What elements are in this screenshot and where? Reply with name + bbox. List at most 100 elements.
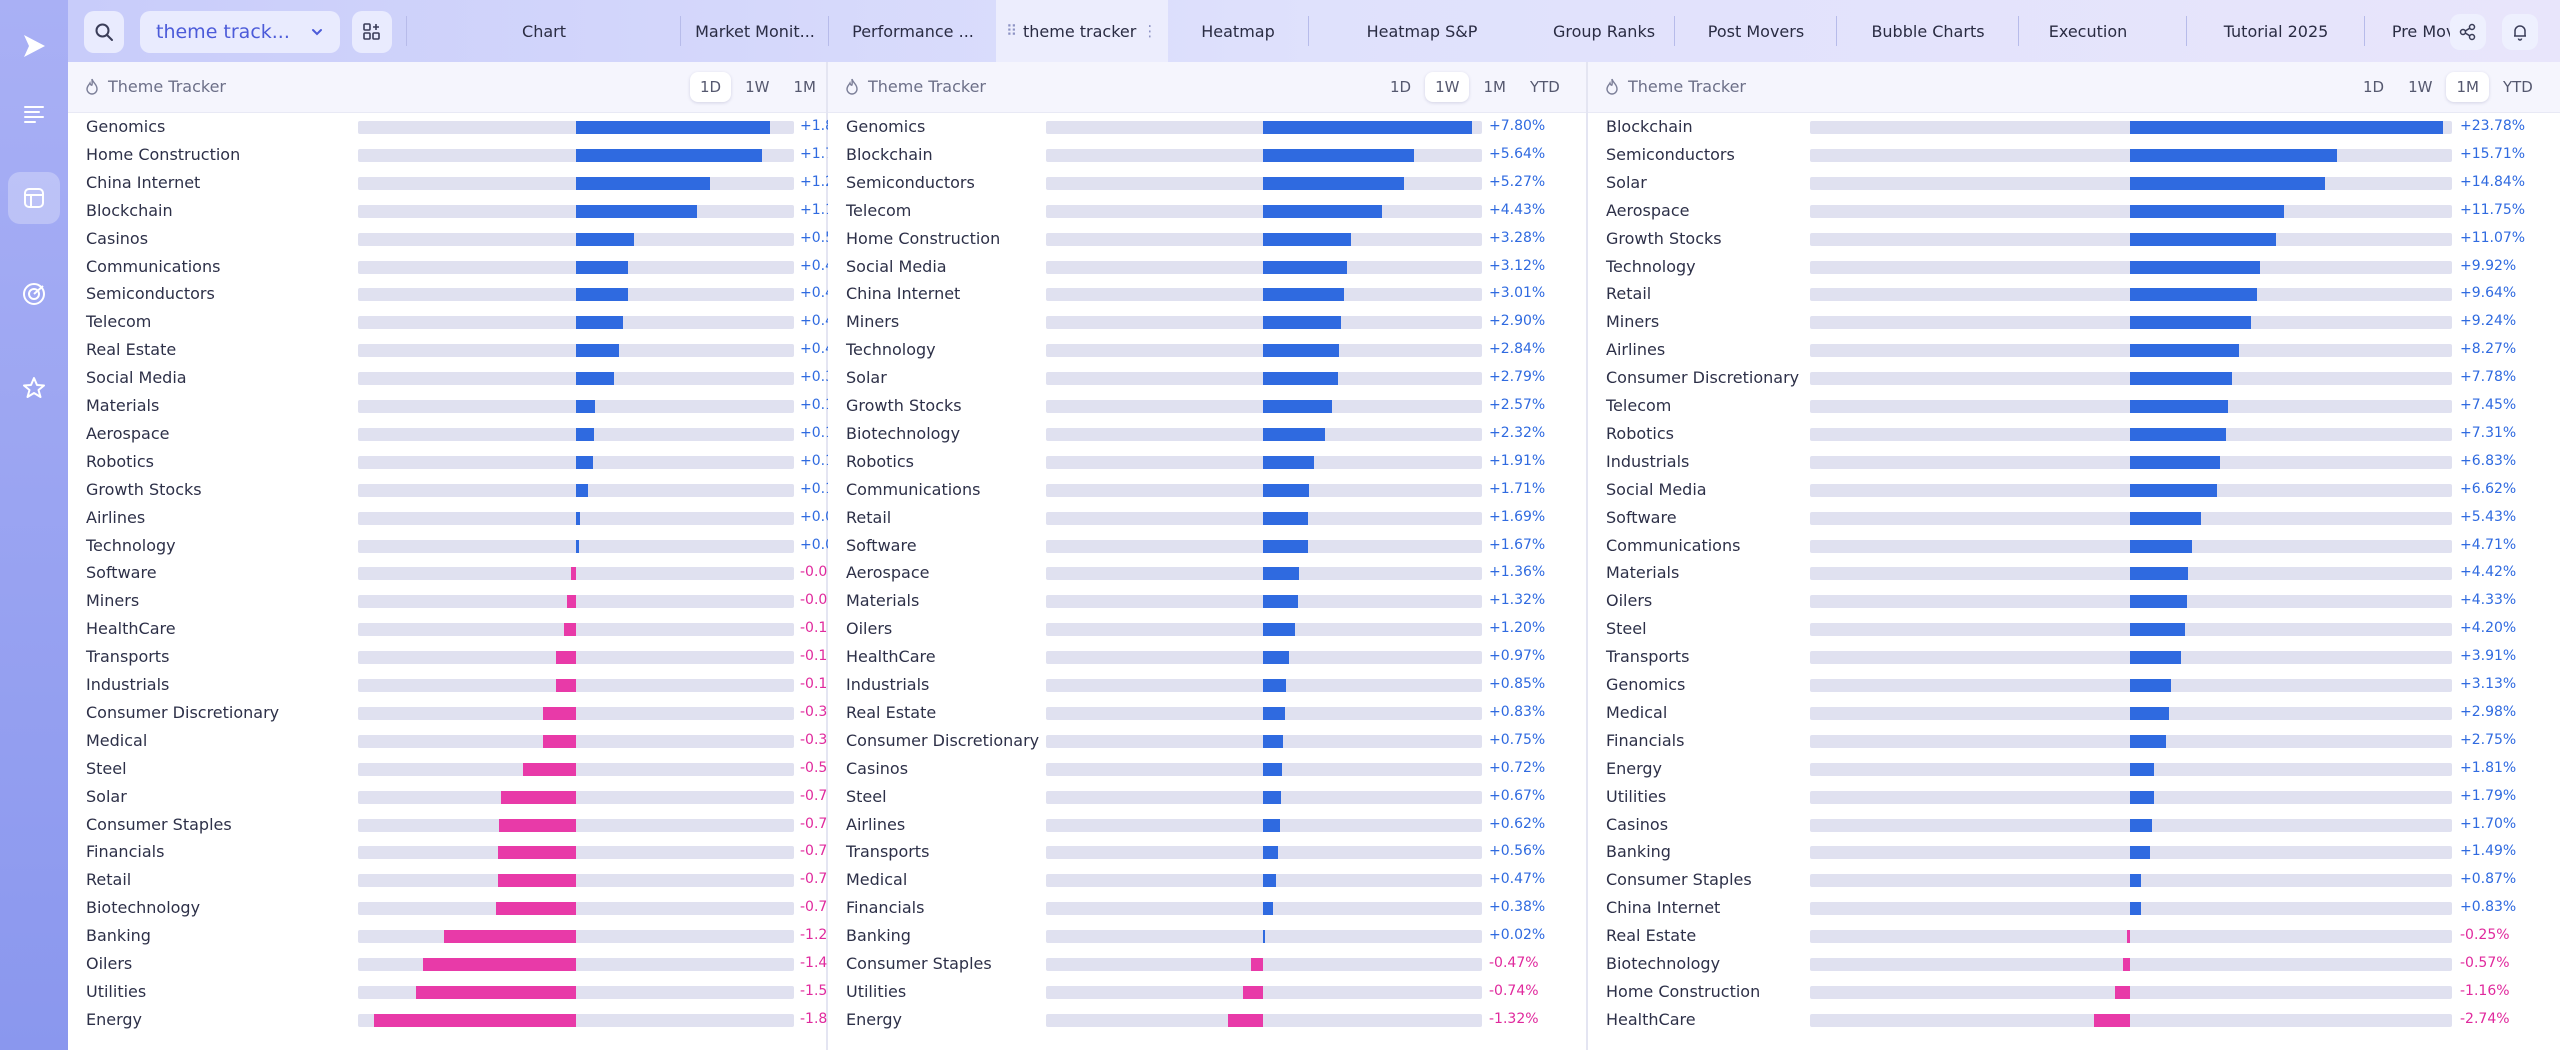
theme-row[interactable]: Semiconductors +15.71% <box>1588 141 2560 169</box>
period-1m[interactable]: 1M <box>793 78 816 96</box>
notifications-button[interactable] <box>2502 14 2538 50</box>
theme-row[interactable]: Oilers -1.43% <box>68 950 850 978</box>
theme-row[interactable]: Consumer Discretionary +0.75% <box>828 727 1586 755</box>
theme-row[interactable]: Telecom+0.44% <box>68 308 856 336</box>
theme-row[interactable]: Social Media +6.62% <box>1588 476 2560 504</box>
theme-row[interactable]: HealthCare -0.11% <box>68 615 850 643</box>
theme-row[interactable]: Genomics +7.80% <box>828 113 1586 141</box>
period-ytd[interactable]: YTD <box>1529 78 1560 96</box>
menu-icon[interactable] <box>8 88 60 140</box>
more-icon[interactable]: ⋮ <box>1142 22 1158 40</box>
theme-row[interactable]: Utilities +1.79% <box>1588 783 2560 811</box>
theme-row[interactable]: Communications +1.71% <box>828 476 1586 504</box>
theme-row[interactable]: Industrials +6.83% <box>1588 448 2560 476</box>
theme-row[interactable]: Growth Stocks +2.57% <box>828 392 1586 420</box>
theme-row[interactable]: Airlines+0.04% <box>68 504 856 532</box>
theme-row[interactable]: Robotics+0.16% <box>68 448 856 476</box>
theme-row[interactable]: Technology+0.03% <box>68 532 856 560</box>
theme-row[interactable]: Retail +9.64% <box>1588 280 2560 308</box>
tab-execution[interactable]: Execution <box>2020 0 2156 62</box>
theme-row[interactable]: Energy +1.81% <box>1588 755 2560 783</box>
theme-row[interactable]: Transports +0.56% <box>828 838 1586 866</box>
theme-row[interactable]: Software -0.05% <box>68 559 850 587</box>
theme-row[interactable]: Medical -0.31% <box>68 727 850 755</box>
theme-row[interactable]: Medical +2.98% <box>1588 699 2560 727</box>
theme-row[interactable]: Miners +2.90% <box>828 308 1586 336</box>
theme-row[interactable]: Software +1.67% <box>828 532 1586 560</box>
tab-market-monitor[interactable]: Market Monit... <box>682 0 828 62</box>
theme-row[interactable]: Solar -0.70% <box>68 783 850 811</box>
theme-row[interactable]: Financials +0.38% <box>828 894 1586 922</box>
theme-row[interactable]: Miners -0.08% <box>68 587 850 615</box>
theme-row[interactable]: Social Media +3.12% <box>828 253 1586 281</box>
theme-row[interactable]: Genomics+1.82% <box>68 113 856 141</box>
theme-row[interactable]: Home Construction+1.74% <box>68 141 856 169</box>
period-1w[interactable]: 1W <box>1425 72 1470 102</box>
tab-bubble-charts[interactable]: Bubble Charts <box>1838 0 2018 62</box>
tab-tutorial-2025[interactable]: Tutorial 2025 <box>2188 0 2364 62</box>
period-1d[interactable]: 1D <box>1390 78 1412 96</box>
theme-row[interactable]: Blockchain +5.64% <box>828 141 1586 169</box>
theme-row[interactable]: Home Construction +3.28% <box>828 225 1586 253</box>
theme-row[interactable]: Biotechnology +2.32% <box>828 420 1586 448</box>
theme-row[interactable]: Retail -0.73% <box>68 866 850 894</box>
period-1m[interactable]: 1M <box>1483 78 1506 96</box>
theme-row[interactable]: Telecom +4.43% <box>828 197 1586 225</box>
search-button[interactable] <box>84 11 124 53</box>
layout-add-button[interactable] <box>352 11 392 53</box>
period-1w[interactable]: 1W <box>745 78 770 96</box>
theme-row[interactable]: Software +5.43% <box>1588 504 2560 532</box>
theme-row[interactable]: Industrials +0.85% <box>828 671 1586 699</box>
theme-row[interactable]: Banking -1.24% <box>68 922 850 950</box>
tab-chart[interactable]: Chart <box>408 0 680 62</box>
tab-heatmap-sp[interactable]: Heatmap S&P <box>1310 0 1534 62</box>
theme-row[interactable]: Banking +1.49% <box>1588 838 2560 866</box>
theme-row[interactable]: Oilers +4.33% <box>1588 587 2560 615</box>
theme-row[interactable]: Semiconductors +5.27% <box>828 169 1586 197</box>
theme-row[interactable]: Aerospace +1.36% <box>828 559 1586 587</box>
theme-row[interactable]: Steel -0.50% <box>68 755 850 783</box>
theme-row[interactable]: Real Estate -0.25% <box>1588 922 2560 950</box>
theme-row[interactable]: Banking +0.02% <box>828 922 1586 950</box>
theme-row[interactable]: Airlines +8.27% <box>1588 336 2560 364</box>
theme-row[interactable]: Real Estate+0.40% <box>68 336 856 364</box>
theme-row[interactable]: Energy -1.32% <box>828 1006 1586 1034</box>
theme-row[interactable]: Oilers +1.20% <box>828 615 1586 643</box>
theme-row[interactable]: Biotechnology -0.75% <box>68 894 850 922</box>
period-1w[interactable]: 1W <box>2408 78 2433 96</box>
theme-row[interactable]: Consumer Discretionary -0.31% <box>68 699 850 727</box>
theme-row[interactable]: Growth Stocks+0.11% <box>68 476 856 504</box>
theme-row[interactable]: Telecom +7.45% <box>1588 392 2560 420</box>
theme-row[interactable]: Technology +9.92% <box>1588 253 2560 281</box>
theme-row[interactable]: Utilities -1.50% <box>68 978 850 1006</box>
theme-row[interactable]: Industrials -0.19% <box>68 671 850 699</box>
theme-row[interactable]: Steel +0.67% <box>828 783 1586 811</box>
theme-row[interactable]: Casinos +0.72% <box>828 755 1586 783</box>
theme-row[interactable]: Consumer Staples +0.87% <box>1588 866 2560 894</box>
theme-row[interactable]: Semiconductors+0.49% <box>68 280 856 308</box>
theme-row[interactable]: Communications+0.49% <box>68 253 856 281</box>
theme-row[interactable]: Retail +1.69% <box>828 504 1586 532</box>
theme-row[interactable]: Home Construction -1.16% <box>1588 978 2560 1006</box>
theme-row[interactable]: Solar +14.84% <box>1588 169 2560 197</box>
drag-handle-icon[interactable]: ⠿ <box>1006 22 1017 40</box>
theme-row[interactable]: Medical +0.47% <box>828 866 1586 894</box>
tab-heatmap[interactable]: Heatmap <box>1168 0 1308 62</box>
theme-row[interactable]: Airlines +0.62% <box>828 811 1586 839</box>
theme-row[interactable]: Financials +2.75% <box>1588 727 2560 755</box>
theme-row[interactable]: Robotics +1.91% <box>828 448 1586 476</box>
theme-row[interactable]: Communications +4.71% <box>1588 532 2560 560</box>
theme-row[interactable]: Consumer Discretionary +7.78% <box>1588 364 2560 392</box>
tab-group-ranks[interactable]: Group Ranks <box>1534 0 1674 62</box>
period-ytd[interactable]: YTD <box>2502 78 2533 96</box>
theme-row[interactable]: Utilities -0.74% <box>828 978 1586 1006</box>
theme-row[interactable]: Genomics +3.13% <box>1588 671 2560 699</box>
theme-row[interactable]: Casinos +1.70% <box>1588 811 2560 839</box>
theme-row[interactable]: Consumer Staples -0.72% <box>68 811 850 839</box>
theme-row[interactable]: Blockchain +23.78% <box>1588 113 2560 141</box>
theme-row[interactable]: Social Media+0.36% <box>68 364 856 392</box>
theme-row[interactable]: Miners +9.24% <box>1588 308 2560 336</box>
theme-row[interactable]: Transports -0.19% <box>68 643 850 671</box>
theme-row[interactable]: Biotechnology -0.57% <box>1588 950 2560 978</box>
theme-row[interactable]: Financials -0.73% <box>68 838 850 866</box>
